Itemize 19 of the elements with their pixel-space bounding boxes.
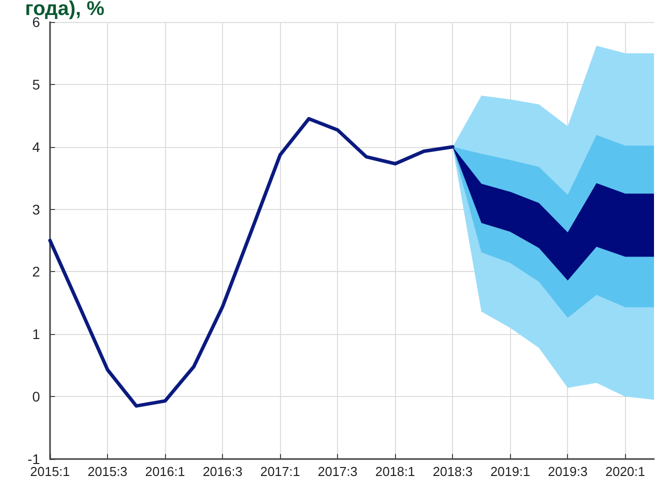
x-tick-label: 2015:1 — [30, 464, 70, 479]
y-tick-label: -1 — [28, 451, 40, 467]
x-tick-label: 2017:1 — [260, 464, 300, 479]
x-tick-label: 2020:1 — [605, 464, 646, 479]
x-tick-label: 2016:3 — [202, 464, 242, 479]
x-tick-label: 2018:1 — [375, 464, 416, 479]
y-tick-label: 5 — [32, 76, 40, 92]
x-tick-label: 2019:1 — [490, 464, 530, 479]
x-tick-label: 2017:3 — [318, 464, 358, 479]
x-tick-label: 2018:3 — [432, 464, 473, 479]
x-tick-label: 2019:3 — [548, 464, 588, 479]
y-tick-label: 4 — [32, 138, 40, 155]
line-series — [48, 117, 454, 408]
y-tick-label: 0 — [32, 388, 40, 405]
y-tick-label: 2 — [32, 264, 40, 280]
y-tick-label: 1 — [32, 326, 40, 342]
y-tick-label: 3 — [32, 201, 40, 218]
x-tick-label: 2016:1 — [145, 464, 185, 479]
x-tick-label: 2015:3 — [88, 464, 128, 479]
